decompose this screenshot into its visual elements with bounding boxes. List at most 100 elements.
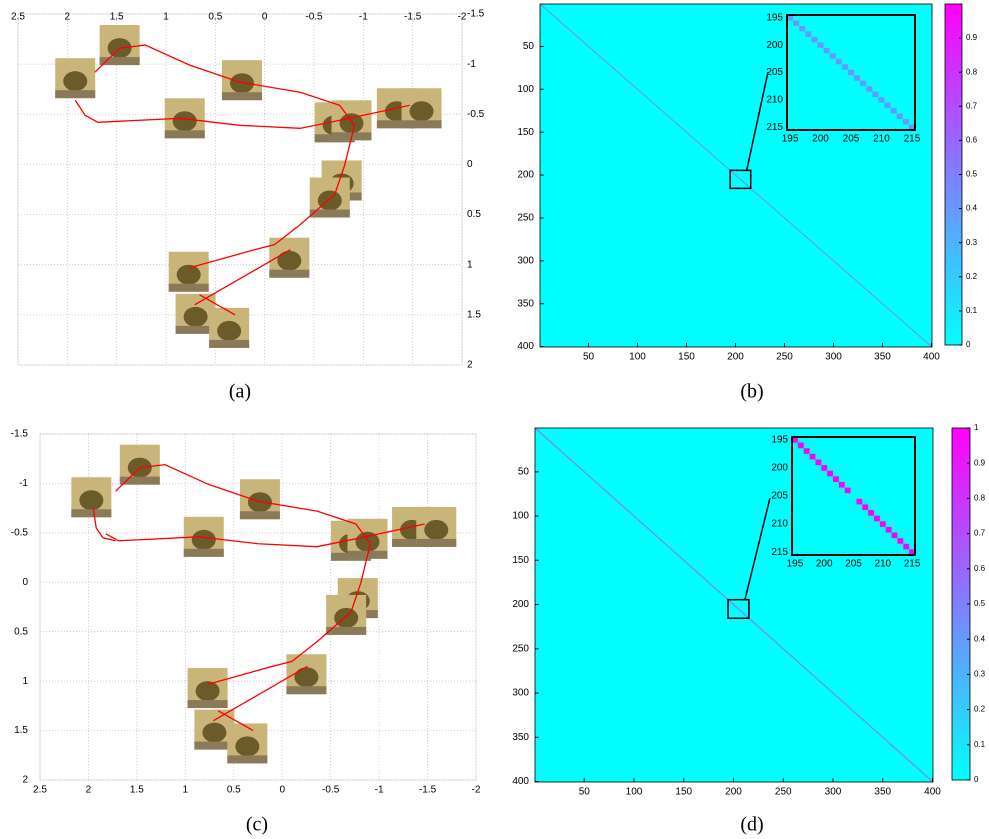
inset-cell [835, 58, 842, 65]
x-tick-label: -2 [472, 785, 481, 796]
y-tick-label: 250 [512, 643, 529, 654]
inset-cell [847, 69, 855, 76]
y-tick-label: 0 [467, 159, 473, 170]
thumbnail-base [71, 509, 112, 518]
x-tick-label: 250 [776, 352, 793, 363]
inset-cell [841, 64, 848, 70]
inset-cell [874, 515, 880, 522]
inset-cell [896, 113, 903, 120]
thumbnail-base [175, 325, 216, 334]
inset-cell [872, 91, 879, 98]
y-tick-label: 0.5 [467, 209, 481, 220]
colorbar-tick-label: 0.2 [974, 705, 986, 714]
x-tick-label: 400 [924, 787, 941, 798]
x-tick-label: 2.5 [11, 12, 25, 23]
thumbnail-teapot [334, 607, 359, 628]
inset-x-tick-label: 195 [782, 134, 799, 145]
thumbnail-base [392, 538, 433, 547]
y-tick-label: 1 [467, 259, 473, 270]
inset-cell [856, 498, 863, 505]
colorbar-tick-label: 0.8 [966, 67, 978, 76]
thumbnail-base [269, 269, 310, 278]
colorbar-tick-label: 0.9 [974, 458, 986, 467]
colorbar-tick-label: 0.1 [966, 306, 978, 315]
colorbar-tick-label: 0.7 [974, 529, 986, 538]
caption: (d) [740, 814, 763, 836]
x-tick-label: 50 [579, 787, 591, 798]
thumbnail-teapot [79, 490, 104, 511]
y-tick-label: 1.5 [14, 725, 28, 736]
inset-cell [821, 465, 828, 471]
inset-cell [908, 124, 915, 130]
plot-frame [39, 433, 477, 781]
y-tick-label: 400 [517, 341, 534, 352]
x-tick-label: 0.5 [208, 12, 222, 23]
inset-x-tick-label: 205 [843, 134, 860, 145]
inset-cell [799, 25, 806, 32]
inset-cell [897, 538, 904, 544]
thumbnail-teapot [176, 264, 201, 285]
x-tick-label: -1.5 [419, 785, 437, 796]
inset-y-tick-label: 195 [766, 12, 783, 23]
inset-x-tick-label: 195 [787, 559, 804, 570]
colorbar-tick-label: 0.6 [974, 564, 986, 573]
y-tick-label: -1.5 [467, 9, 485, 20]
inset-cell [815, 459, 822, 466]
thumbnail-base [119, 476, 160, 485]
inset-cell [903, 543, 910, 550]
thumbnail-base [416, 538, 457, 547]
colorbar-tick-label: 0.1 [974, 740, 986, 749]
inset-cell [823, 47, 830, 54]
x-tick-label: 400 [923, 352, 940, 363]
x-tick-label: 0.5 [227, 785, 241, 796]
y-tick-label: -1 [467, 59, 476, 70]
y-tick-label: 1 [22, 676, 28, 687]
inset-cell [792, 437, 798, 443]
y-tick-label: 50 [518, 466, 530, 477]
inset-frame [786, 14, 916, 131]
x-tick-label: 0 [279, 785, 285, 796]
y-tick-label: -1 [19, 478, 28, 489]
inset-cell [787, 15, 794, 21]
inset-cell [884, 102, 891, 109]
thumbnail-teapot [195, 681, 220, 702]
x-tick-label: -0.5 [322, 785, 340, 796]
thumbnail-teapot [217, 320, 242, 341]
y-tick-label: -0.5 [11, 527, 29, 538]
x-tick-label: -0.5 [305, 12, 323, 23]
inset-cell [811, 36, 818, 43]
colorbar-tick-label: 0.7 [966, 101, 978, 110]
y-tick-label: 350 [512, 732, 529, 743]
thumbnail-teapot [229, 73, 254, 94]
y-tick-label: 150 [512, 555, 529, 566]
inset-y-tick-label: 210 [771, 519, 788, 530]
inset-y-tick-label: 215 [766, 122, 783, 133]
x-tick-label: 1 [183, 785, 189, 796]
y-tick-label: 0 [22, 577, 28, 588]
thumbnail-teapot [409, 101, 434, 122]
inset-cell [793, 20, 800, 26]
inset-y-tick-label: 195 [771, 434, 788, 445]
x-tick-label: 2.5 [33, 785, 47, 796]
y-tick-label: 50 [523, 41, 535, 52]
colorbar-tick-label: 0 [966, 340, 971, 349]
inset-cell [829, 53, 836, 59]
zoom-box [729, 169, 752, 190]
thumbnail-base [221, 92, 262, 101]
colorbar-tick-label: 0.4 [974, 634, 986, 643]
thumbnail-base [55, 90, 96, 99]
thumbnail-base [164, 130, 205, 139]
x-tick-label: 200 [725, 787, 742, 798]
colorbar-tick-label: 0.8 [974, 494, 986, 503]
thumbnail-teapot [63, 71, 88, 92]
thumbnail-teapot [172, 111, 197, 132]
thumbnail-teapot [247, 492, 272, 513]
thumbnail-teapot [339, 113, 364, 134]
inset-cell [909, 549, 915, 555]
inset-frame [791, 436, 916, 556]
thumbnail-teapot [202, 722, 227, 743]
x-tick-label: 350 [874, 787, 891, 798]
y-tick-label: 0.5 [14, 626, 28, 637]
thumbnail-teapot [235, 736, 260, 757]
inset-cell [879, 521, 886, 527]
